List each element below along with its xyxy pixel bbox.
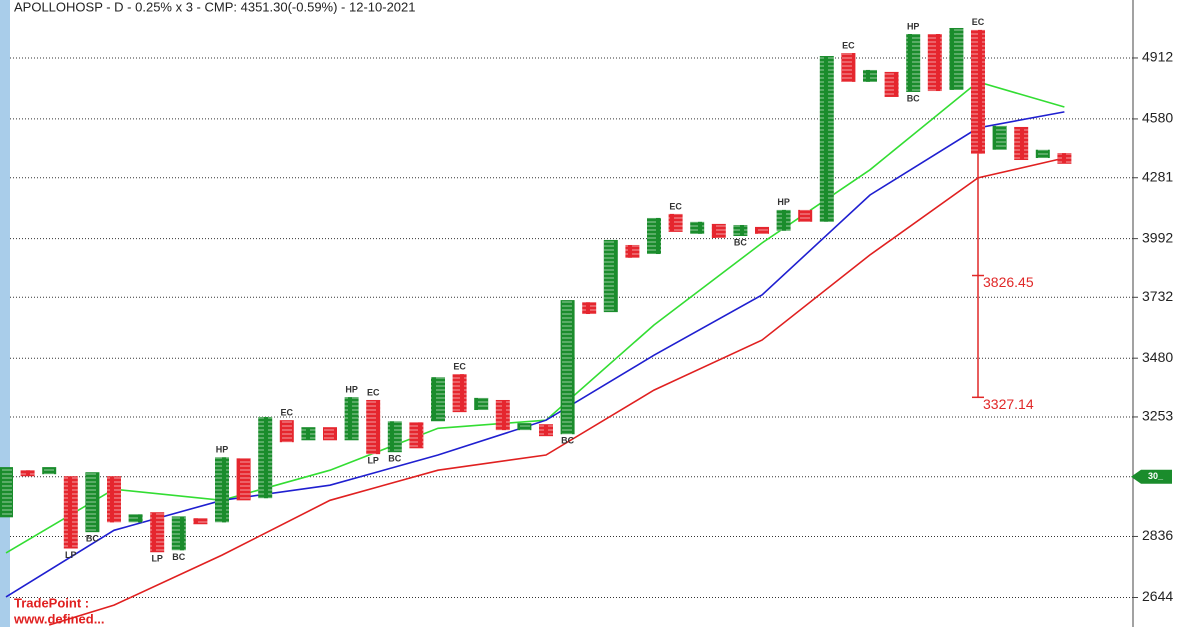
pattern-label: BC [561,436,574,446]
pf-column [1035,149,1050,159]
pf-column [301,427,316,441]
y-tick-label: 4281 [1142,168,1173,184]
pattern-label: BC [388,454,401,464]
pattern-label: LP [151,554,163,564]
y-tick-label: 30_ [1148,471,1164,481]
y-tick-label: 3732 [1142,288,1173,304]
pf-column [366,399,381,455]
pf-column [236,458,251,501]
pf-column [625,244,640,258]
y-tick-label: 2836 [1142,527,1173,543]
pattern-label: HP [777,197,790,207]
pf-column [819,56,834,222]
pf-column [107,476,121,523]
moving-average [5,111,1065,598]
pattern-label: HP [345,384,358,394]
y-tick-label: 2644 [1142,588,1173,604]
pattern-label: EC [669,201,682,211]
pf-column [20,470,35,477]
pf-column [927,34,942,92]
pf-column [539,424,553,437]
pf-column [992,125,1007,150]
y-tick-label: 3253 [1142,408,1173,424]
pattern-label: HP [907,21,920,31]
pattern-label: EC [972,17,985,27]
left-edge [0,0,10,627]
pattern-label: HP [216,445,229,455]
pf-column [668,213,683,232]
pf-column [150,512,165,553]
pf-column [409,422,424,449]
pf-column [323,427,337,441]
pattern-label: LP [65,550,77,560]
watermark: www.defined... [13,611,105,626]
target-label: 3826.45 [983,274,1034,290]
pf-column [949,27,964,90]
moving-average [48,157,1065,626]
pf-column [884,71,899,97]
pf-column [128,514,143,523]
y-tick-label: 4912 [1142,49,1173,65]
pf-column [63,476,78,549]
pattern-label: EC [281,408,294,418]
pf-column [171,516,186,551]
y-tick-label: 3992 [1142,229,1173,245]
y-tick-label: 4580 [1142,110,1173,126]
pf-column [387,421,402,453]
pf-column [906,34,921,92]
watermark: TradePoint : [14,595,89,610]
pattern-label: BC [172,552,185,562]
price-tag [1131,469,1172,484]
pf-column [344,397,359,441]
pf-column [85,472,100,533]
pf-column [431,377,445,422]
pattern-label: BC [86,534,99,544]
pf-column [647,217,661,255]
pattern-label: BC [907,93,920,103]
pf-column [798,209,813,222]
moving-average [5,81,1065,554]
pf-column [971,29,985,154]
pf-column [258,416,273,499]
pattern-label: LP [367,456,379,466]
pf-column [755,226,769,234]
pf-column [603,239,618,313]
pf-column [452,374,467,413]
pf-column [517,423,532,431]
pf-column [560,300,575,435]
pf-column [841,53,856,82]
target-label: 3327.14 [983,396,1034,412]
pf-column [474,397,489,411]
pf-column [42,467,57,475]
pf-column [690,221,705,234]
pf-column [582,302,597,315]
chart-title: APOLLOHOSP - D - 0.25% x 3 - CMP: 4351.3… [14,0,416,14]
pattern-label: EC [367,387,380,397]
pf-column [733,224,748,237]
pf-column [279,420,294,443]
pf-column [1014,126,1029,161]
y-tick-label: 3480 [1142,349,1173,365]
pf-column [1057,153,1072,164]
pf-column [495,399,510,431]
pattern-label: BC [734,237,747,247]
pf-column [776,209,791,231]
pf-column [0,467,13,518]
pf-column [193,518,208,525]
pattern-label: EC [842,40,855,50]
pf-column [863,69,877,82]
pf-column [215,457,229,523]
pf-column [711,223,726,238]
pattern-label: EC [453,361,466,371]
